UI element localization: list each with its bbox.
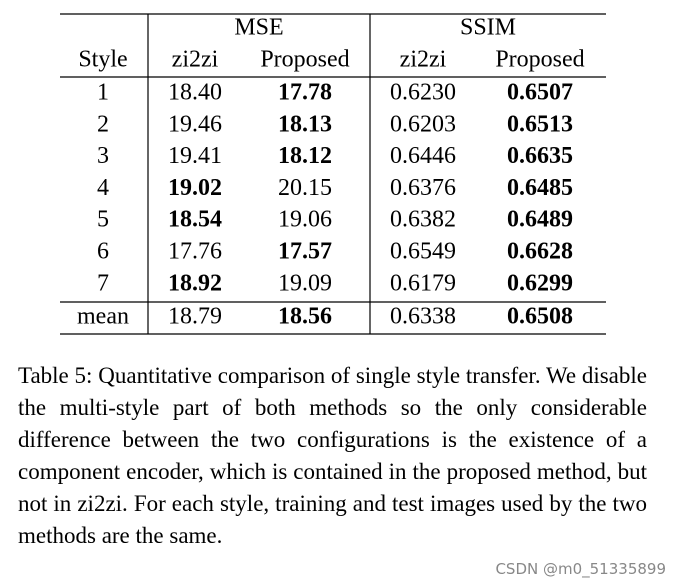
cell: 0.6507 — [507, 80, 573, 106]
cell: 18.54 — [168, 207, 222, 233]
column-header: Style — [78, 47, 127, 73]
cell: 18.92 — [168, 270, 222, 296]
cell: 19.41 — [168, 143, 222, 169]
cell: 2 — [97, 111, 109, 137]
cell: 0.6549 — [390, 239, 456, 265]
cell: 0.6628 — [507, 239, 573, 265]
watermark: CSDN @m0_51335899 — [495, 560, 666, 578]
column-header: Proposed — [495, 47, 584, 73]
cell: 0.6338 — [390, 304, 456, 330]
cell: 0.6635 — [507, 143, 573, 169]
cell: 17.78 — [278, 80, 332, 106]
cell: 0.6203 — [390, 111, 456, 137]
cell: 17.76 — [168, 239, 222, 265]
cell: 0.6508 — [507, 304, 573, 330]
column-header: Proposed — [260, 47, 349, 73]
cell: 0.6179 — [390, 270, 456, 296]
cell: 3 — [97, 143, 109, 169]
cell: 0.6376 — [390, 175, 456, 201]
cell: 18.56 — [278, 304, 332, 330]
cell: 5 — [97, 207, 109, 233]
cell: 18.40 — [168, 80, 222, 106]
column-header: zi2zi — [172, 47, 219, 73]
cell: 18.79 — [168, 304, 222, 330]
cell: 19.06 — [278, 207, 332, 233]
cell: 0.6446 — [390, 143, 456, 169]
cell: 18.12 — [278, 143, 332, 169]
cell: 19.09 — [278, 270, 332, 296]
cell: 19.46 — [168, 111, 222, 137]
cell: 7 — [97, 270, 109, 296]
cell: 0.6299 — [507, 270, 573, 296]
cell: 6 — [97, 239, 109, 265]
cell: 4 — [97, 175, 109, 201]
cell: 0.6485 — [507, 175, 573, 201]
column-header: zi2zi — [400, 47, 447, 73]
cell: 0.6513 — [507, 111, 573, 137]
table: MSE SSIM Style zi2zi Proposed zi2zi Proposed… — [60, 13, 606, 335]
cell: 20.15 — [278, 175, 332, 201]
group-label: MSE — [234, 15, 283, 41]
cell: 0.6489 — [507, 207, 573, 233]
caption: Table 5: Quantitative comparison of sing… — [18, 363, 647, 548]
cell: 18.13 — [278, 111, 332, 137]
cell: 19.02 — [168, 175, 222, 201]
group-label: SSIM — [460, 15, 516, 41]
cell: mean — [77, 304, 129, 330]
cell: 1 — [97, 80, 109, 106]
cell: 17.57 — [278, 239, 332, 265]
cell: 0.6230 — [390, 80, 456, 106]
cell: 0.6382 — [390, 207, 456, 233]
